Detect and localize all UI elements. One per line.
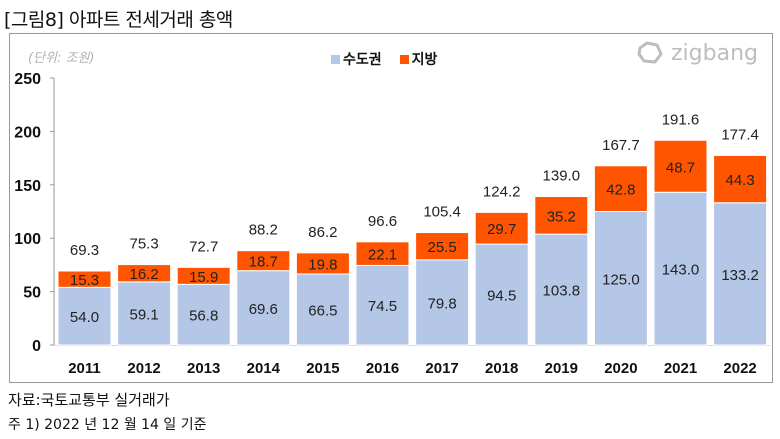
chart-legend: 수도권 지방: [331, 49, 455, 69]
zigbang-logo-icon: [637, 41, 663, 64]
x-tick-label: 2015: [306, 360, 339, 377]
data-label-total: 139.0: [543, 168, 581, 185]
data-label-total: 86.2: [308, 224, 337, 241]
data-label-total: 124.2: [483, 183, 521, 200]
legend-label-capital: 수도권: [343, 52, 382, 68]
bar-capital: [295, 273, 350, 346]
data-label-capital: 59.1: [129, 306, 158, 323]
data-label-regional: 44.3: [725, 172, 754, 189]
bar-capital: [415, 259, 470, 346]
x-tick-label: 2012: [127, 360, 160, 377]
bar-capital: [593, 211, 648, 346]
bar-regional: [355, 241, 410, 266]
bar-capital: [57, 286, 112, 346]
data-label-regional: 18.7: [249, 254, 278, 271]
data-label-capital: 66.5: [308, 302, 337, 319]
x-tick-label: 2019: [545, 360, 578, 377]
bar-capital: [653, 191, 708, 346]
bar-regional: [653, 139, 708, 193]
data-label-regional: 22.1: [368, 247, 397, 264]
bar-regional: [415, 232, 470, 261]
x-tick-label: 2022: [723, 360, 756, 377]
bar-capital: [236, 270, 291, 346]
data-label-regional: 29.7: [487, 221, 516, 238]
data-label-capital: 79.8: [427, 295, 456, 312]
x-tick-label: 2020: [604, 360, 637, 377]
zigbang-logo: zigbang: [635, 40, 758, 66]
data-label-regional: 25.5: [427, 239, 456, 256]
legend-label-regional: 지방: [411, 52, 438, 68]
footnote: 주 1) 2022 년 12 월 14 일 기준: [8, 417, 207, 433]
data-label-capital: 69.6: [249, 301, 278, 318]
data-label-capital: 56.8: [189, 308, 218, 325]
x-tick-label: 2011: [68, 360, 101, 377]
bar-capital: [534, 233, 589, 346]
bar-regional: [713, 154, 768, 204]
y-tick-label: 100: [14, 231, 41, 248]
data-label-regional: 42.8: [606, 182, 635, 199]
x-tick-label: 2014: [247, 360, 281, 377]
data-label-total: 88.2: [249, 222, 278, 239]
bar-regional: [176, 266, 231, 285]
data-label-capital: 94.5: [487, 288, 516, 305]
bar-regional: [57, 270, 112, 288]
bar-capital: [117, 281, 172, 346]
x-tick-label: 2013: [187, 360, 220, 377]
bar-regional: [534, 196, 589, 235]
logo-text: zigbang: [671, 40, 758, 66]
x-tick-label: 2018: [485, 360, 518, 377]
figure-title: [그림8] 아파트 전세거래 총액: [4, 9, 233, 31]
y-tick-label: 0: [32, 338, 41, 355]
data-label-total: 69.3: [70, 242, 99, 259]
x-tick-label: 2021: [664, 360, 697, 377]
data-label-capital: 74.5: [368, 298, 397, 315]
data-label-capital: 103.8: [543, 283, 581, 300]
y-tick-label: 200: [14, 124, 41, 141]
data-label-capital: 125.0: [602, 271, 640, 288]
bar-capital: [176, 283, 231, 346]
data-label-capital: 143.0: [662, 262, 700, 279]
data-label-total: 177.4: [721, 126, 759, 143]
y-tick-label: 150: [14, 178, 41, 195]
bar-capital: [474, 243, 529, 346]
data-label-regional: 15.3: [70, 272, 99, 289]
bar-regional: [295, 252, 350, 275]
source-note: 자료:국토교통부 실거래가: [8, 391, 170, 409]
legend-item-regional: 지방: [399, 49, 438, 69]
x-tick-label: 2016: [366, 360, 399, 377]
data-label-capital: 54.0: [70, 309, 99, 326]
data-label-total: 72.7: [189, 238, 218, 255]
bar-regional: [236, 250, 291, 272]
x-tick-label: 2017: [425, 360, 458, 377]
data-label-regional: 16.2: [129, 266, 158, 283]
data-label-total: 167.7: [602, 137, 640, 154]
bar-capital: [713, 202, 768, 346]
unit-label: (단위: 조원): [28, 51, 95, 66]
data-label-total: 96.6: [368, 213, 397, 230]
data-label-total: 105.4: [423, 204, 461, 221]
legend-item-capital: 수도권: [331, 49, 382, 69]
data-label-regional: 35.2: [547, 208, 576, 225]
data-label-total: 75.3: [129, 236, 158, 253]
bar-regional: [474, 211, 529, 245]
data-label-total: 191.6: [662, 111, 700, 128]
data-label-regional: 48.7: [666, 159, 695, 176]
legend-swatch-regional: [399, 54, 409, 64]
legend-swatch-capital: [331, 54, 340, 64]
data-label-capital: 133.2: [721, 267, 759, 284]
y-tick-label: 50: [23, 285, 41, 302]
y-tick-label: 250: [14, 71, 41, 88]
data-label-regional: 15.9: [189, 269, 218, 286]
bar-regional: [117, 264, 172, 283]
data-label-regional: 19.8: [308, 256, 337, 273]
bar-regional: [593, 165, 648, 212]
